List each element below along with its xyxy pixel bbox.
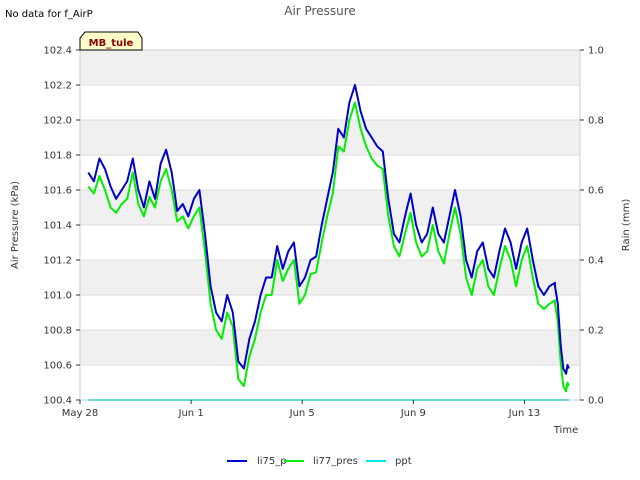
y-tick-label: 101.4 [43, 221, 72, 232]
x-axis-ticks: May 28 Jun 1 Jun 5 Jun 9 Jun 13 [62, 400, 540, 419]
x-tick-label: Jun 5 [289, 408, 315, 419]
legend: li75_p li77_pres ppt [227, 456, 412, 467]
y-tick-label: 100.8 [43, 326, 72, 337]
y-tick-label: 101.0 [43, 291, 72, 302]
y-tick-label: 101.6 [43, 186, 72, 197]
x-tick-label: Jun 13 [508, 408, 541, 419]
x-tick-label: Jun 1 [178, 408, 204, 419]
legend-label-ppt: ppt [395, 456, 412, 467]
y-axis-label: Air Pressure (kPa) [10, 181, 21, 269]
legend-label-li75-p: li75_p [257, 456, 287, 467]
background-band [80, 330, 580, 365]
y-tick-label: 102.0 [43, 116, 72, 127]
y2-axis-label: Rain (mm) [621, 199, 632, 252]
y2-axis-ticks: 0.0 0.2 0.4 0.6 0.8 1.0 [580, 46, 604, 407]
x-tick-label: Jun 9 [400, 408, 426, 419]
y-tick-label: 101.8 [43, 151, 72, 162]
y-tick-label: 100.6 [43, 361, 72, 372]
legend-label-li77-pres: li77_pres [313, 456, 358, 467]
background-band [80, 120, 580, 155]
y2-tick-label: 1.0 [588, 46, 604, 57]
background-band [80, 260, 580, 295]
y2-tick-label: 0.6 [588, 186, 604, 197]
y-axis-ticks: 100.4 100.6 100.8 101.0 101.2 101.4 101.6 101.8… [43, 46, 80, 407]
y2-tick-label: 0.0 [588, 396, 604, 407]
y2-tick-label: 0.4 [588, 256, 604, 267]
y2-tick-label: 0.2 [588, 326, 604, 337]
series-line-li77-pres [87, 101, 570, 393]
badge-shape [79, 31, 143, 51]
chart-title: Air Pressure [284, 4, 356, 18]
station-badge: MB_tule [79, 31, 143, 51]
series-line-li75-p [87, 84, 570, 375]
background-band [80, 50, 580, 85]
y-tick-label: 102.2 [43, 81, 72, 92]
y-tick-label: 100.4 [43, 396, 72, 407]
badge-label: MB_tule [89, 38, 134, 49]
y-tick-label: 101.2 [43, 256, 72, 267]
y2-tick-label: 0.8 [588, 116, 604, 127]
x-axis-label: Time [553, 425, 578, 436]
y-tick-label: 102.4 [43, 46, 72, 57]
x-tick-label: May 28 [62, 408, 99, 419]
no-data-note: No data for f_AirP [5, 9, 93, 20]
